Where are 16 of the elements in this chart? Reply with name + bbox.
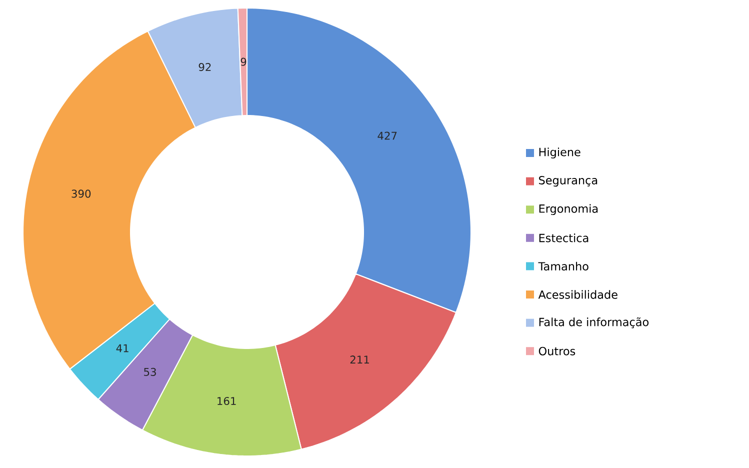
legend-label: Tamanho	[538, 262, 588, 271]
legend-label: Estectica	[539, 234, 588, 242]
data-label: 211	[350, 356, 369, 364]
data-label: 92	[198, 62, 211, 72]
legend-label: Acessibilidade	[538, 290, 618, 299]
data-label: 390	[72, 190, 91, 198]
data-label: 427	[378, 132, 397, 140]
legend-label: Higiene	[539, 148, 580, 158]
legend-label: Outros	[538, 346, 576, 356]
legend-label: Falta de informação	[539, 317, 649, 328]
data-label: 53	[144, 368, 156, 376]
data-label: 41	[116, 344, 128, 352]
legend-label: Ergonomia	[539, 204, 598, 216]
data-label: 9	[240, 58, 246, 66]
data-label: 161	[218, 396, 236, 406]
legend-label: Segurança	[539, 176, 598, 187]
